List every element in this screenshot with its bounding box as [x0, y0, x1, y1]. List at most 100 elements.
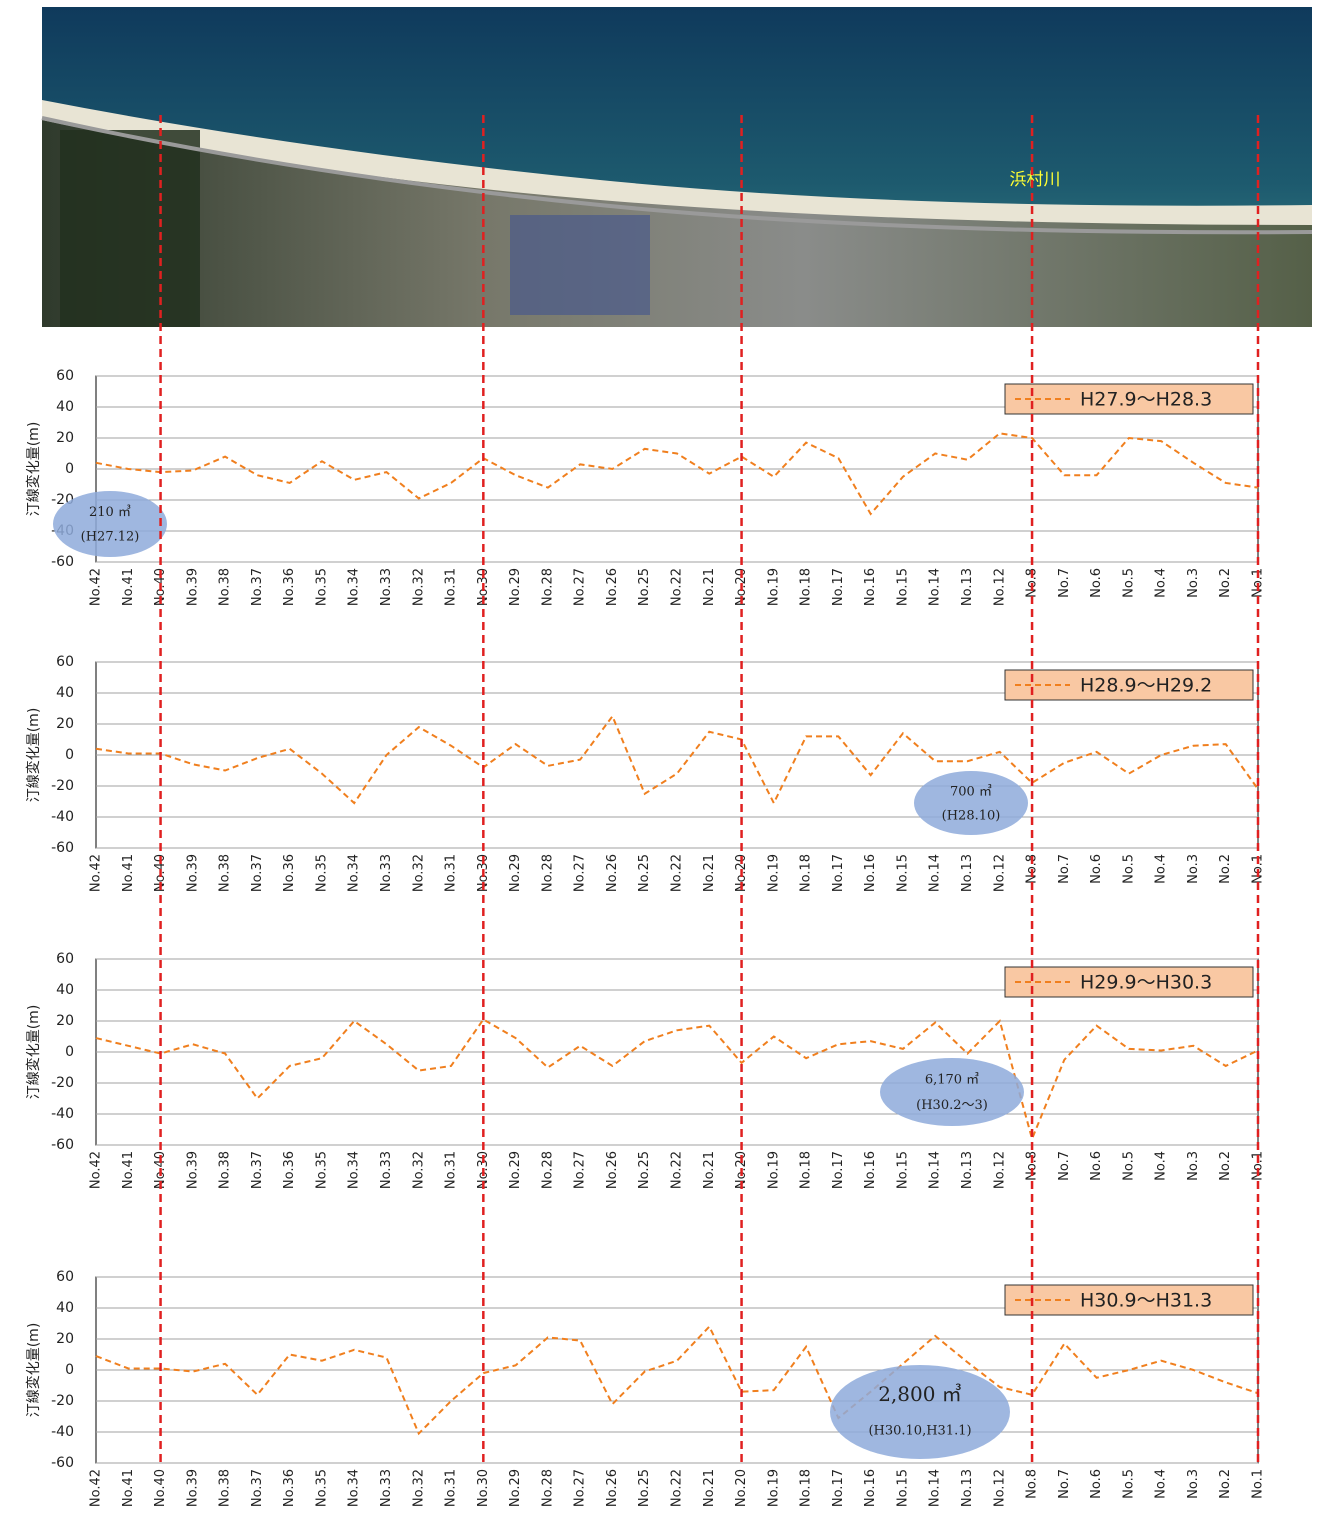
x-tick-label: No.3: [1186, 854, 1201, 884]
y-tick-label: -60: [51, 554, 74, 570]
x-tick-label: No.41: [121, 1151, 136, 1189]
x-tick-label: No.35: [314, 1469, 329, 1507]
x-tick-label: No.29: [508, 854, 523, 892]
x-tick-label: No.41: [121, 568, 136, 606]
x-tick-label: No.39: [185, 1469, 200, 1507]
x-tick-label: No.27: [573, 854, 588, 892]
x-tick-label: No.13: [960, 1151, 975, 1189]
aerial-photo: 浜村川: [41, 7, 1313, 327]
x-tick-label: No.6: [1089, 568, 1104, 598]
x-tick-label: No.21: [702, 1151, 717, 1189]
x-tick-label: No.8: [1025, 568, 1040, 598]
x-tick-label: No.3: [1186, 1469, 1201, 1499]
y-axis-label: 汀線変化量(m): [25, 708, 42, 803]
x-tick-label: No.37: [250, 1469, 265, 1507]
y-tick-label: 60: [56, 368, 74, 384]
x-tick-label: No.33: [379, 1469, 394, 1507]
x-tick-label: No.2: [1218, 1151, 1233, 1181]
x-tick-label: No.38: [218, 568, 233, 606]
x-tick-label: No.7: [1057, 854, 1072, 884]
x-tick-label: No.17: [831, 854, 846, 892]
y-tick-label: 0: [65, 461, 74, 477]
y-tick-label: -40: [51, 1424, 74, 1440]
x-tick-label: No.34: [347, 1151, 362, 1189]
legend-label: H28.9～H29.2: [1080, 675, 1212, 697]
annotation-ellipse: [53, 491, 167, 557]
y-tick-label: -60: [51, 1455, 74, 1471]
x-tick-label: No.1: [1251, 1151, 1266, 1181]
x-tick-label: No.28: [540, 1469, 555, 1507]
x-tick-label: No.16: [863, 1469, 878, 1507]
x-tick-label: No.6: [1089, 1469, 1104, 1499]
x-tick-label: No.8: [1025, 854, 1040, 884]
y-tick-label: 60: [56, 951, 74, 967]
x-tick-label: No.25: [637, 1469, 652, 1507]
x-tick-label: No.37: [250, 568, 265, 606]
x-tick-label: No.12: [992, 854, 1007, 892]
annotation-text: 6,170 ㎥: [925, 1073, 979, 1088]
y-tick-label: 40: [56, 1300, 74, 1316]
x-tick-label: No.36: [282, 1151, 297, 1189]
x-tick-label: No.18: [799, 1151, 814, 1189]
annotation-text: (H28.10): [942, 808, 1001, 823]
x-tick-label: No.15: [895, 1469, 910, 1507]
x-tick-label: No.27: [573, 1151, 588, 1189]
x-tick-label: No.33: [379, 1151, 394, 1189]
x-tick-label: No.29: [508, 1469, 523, 1507]
x-tick-label: No.19: [766, 1151, 781, 1189]
x-tick-label: No.37: [250, 854, 265, 892]
x-tick-label: No.12: [992, 1151, 1007, 1189]
x-tick-label: No.22: [670, 854, 685, 892]
x-tick-label: No.21: [702, 568, 717, 606]
x-tick-label: No.18: [799, 568, 814, 606]
x-tick-label: No.18: [799, 854, 814, 892]
x-tick-label: No.28: [540, 854, 555, 892]
x-tick-label: No.13: [960, 568, 975, 606]
x-tick-label: No.6: [1089, 854, 1104, 884]
x-tick-label: No.5: [1121, 1151, 1136, 1181]
x-tick-label: No.39: [185, 1151, 200, 1189]
x-tick-label: No.8: [1025, 1469, 1040, 1499]
y-axis-label: 汀線変化量(m): [25, 422, 42, 517]
x-tick-label: No.38: [218, 1151, 233, 1189]
x-tick-label: No.21: [702, 854, 717, 892]
x-tick-label: No.5: [1121, 568, 1136, 598]
x-tick-label: No.17: [831, 1469, 846, 1507]
x-tick-label: No.2: [1218, 854, 1233, 884]
x-tick-label: No.14: [928, 568, 943, 606]
x-tick-label: No.1: [1251, 854, 1266, 884]
x-tick-label: No.27: [573, 568, 588, 606]
y-tick-label: -40: [51, 1106, 74, 1122]
x-tick-label: No.38: [218, 854, 233, 892]
x-tick-label: No.27: [573, 1469, 588, 1507]
y-tick-label: 40: [56, 399, 74, 415]
x-tick-label: No.3: [1186, 1151, 1201, 1181]
x-tick-label: No.16: [863, 568, 878, 606]
x-tick-label: No.42: [89, 1469, 104, 1507]
legend-label: H27.9～H28.3: [1080, 389, 1212, 411]
x-tick-label: No.22: [670, 1469, 685, 1507]
x-tick-label: No.41: [121, 854, 136, 892]
x-tick-label: No.28: [540, 568, 555, 606]
x-tick-label: No.6: [1089, 1151, 1104, 1181]
legend-label: H30.9～H31.3: [1080, 1290, 1212, 1312]
x-tick-label: No.2: [1218, 1469, 1233, 1499]
x-tick-label: No.20: [734, 1469, 749, 1507]
x-tick-label: No.13: [960, 854, 975, 892]
x-tick-label: No.26: [605, 854, 620, 892]
x-tick-label: No.35: [314, 1151, 329, 1189]
x-tick-label: No.34: [347, 568, 362, 606]
x-tick-label: No.38: [218, 1469, 233, 1507]
x-tick-label: No.18: [799, 1469, 814, 1507]
x-tick-label: No.17: [831, 568, 846, 606]
y-tick-label: 40: [56, 982, 74, 998]
x-tick-label: No.41: [121, 1469, 136, 1507]
x-tick-label: No.32: [411, 1469, 426, 1507]
x-tick-label: No.36: [282, 568, 297, 606]
x-tick-label: No.14: [928, 1469, 943, 1507]
x-tick-label: No.12: [992, 1469, 1007, 1507]
x-tick-label: No.21: [702, 1469, 717, 1507]
x-tick-label: No.5: [1121, 1469, 1136, 1499]
x-tick-label: No.4: [1154, 854, 1169, 884]
x-tick-label: No.2: [1218, 568, 1233, 598]
